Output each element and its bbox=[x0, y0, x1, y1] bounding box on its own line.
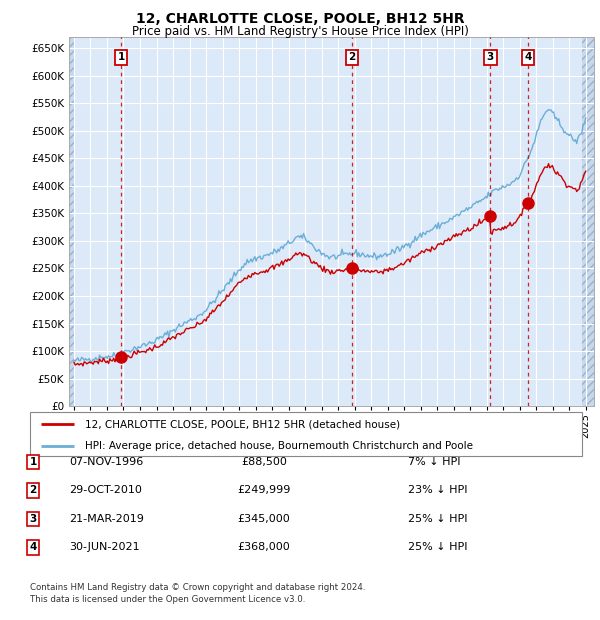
Text: 7% ↓ HPI: 7% ↓ HPI bbox=[408, 457, 461, 467]
Text: 4: 4 bbox=[524, 53, 532, 63]
Text: HPI: Average price, detached house, Bournemouth Christchurch and Poole: HPI: Average price, detached house, Bour… bbox=[85, 441, 473, 451]
Text: Contains HM Land Registry data © Crown copyright and database right 2024.
This d: Contains HM Land Registry data © Crown c… bbox=[30, 583, 365, 604]
Text: 12, CHARLOTTE CLOSE, POOLE, BH12 5HR (detached house): 12, CHARLOTTE CLOSE, POOLE, BH12 5HR (de… bbox=[85, 419, 400, 429]
Bar bbox=[69, 37, 74, 406]
Text: 1: 1 bbox=[118, 53, 125, 63]
Text: 1: 1 bbox=[29, 457, 37, 467]
Text: Price paid vs. HM Land Registry's House Price Index (HPI): Price paid vs. HM Land Registry's House … bbox=[131, 25, 469, 38]
Bar bbox=[583, 37, 594, 406]
Text: 29-OCT-2010: 29-OCT-2010 bbox=[69, 485, 142, 495]
Text: 30-JUN-2021: 30-JUN-2021 bbox=[69, 542, 140, 552]
Text: £368,000: £368,000 bbox=[238, 542, 290, 552]
Text: 4: 4 bbox=[29, 542, 37, 552]
Text: £249,999: £249,999 bbox=[238, 485, 290, 495]
Text: 25% ↓ HPI: 25% ↓ HPI bbox=[408, 542, 467, 552]
Text: 12, CHARLOTTE CLOSE, POOLE, BH12 5HR: 12, CHARLOTTE CLOSE, POOLE, BH12 5HR bbox=[136, 12, 464, 27]
Text: £88,500: £88,500 bbox=[241, 457, 287, 467]
Text: 3: 3 bbox=[29, 514, 37, 524]
FancyBboxPatch shape bbox=[30, 412, 582, 456]
Text: 07-NOV-1996: 07-NOV-1996 bbox=[69, 457, 143, 467]
Text: 21-MAR-2019: 21-MAR-2019 bbox=[69, 514, 144, 524]
Text: 23% ↓ HPI: 23% ↓ HPI bbox=[408, 485, 467, 495]
Text: 25% ↓ HPI: 25% ↓ HPI bbox=[408, 514, 467, 524]
Text: £345,000: £345,000 bbox=[238, 514, 290, 524]
Bar bbox=[583, 37, 594, 406]
Text: 2: 2 bbox=[348, 53, 355, 63]
Text: 2: 2 bbox=[29, 485, 37, 495]
Bar bbox=[69, 37, 74, 406]
Text: 3: 3 bbox=[487, 53, 494, 63]
